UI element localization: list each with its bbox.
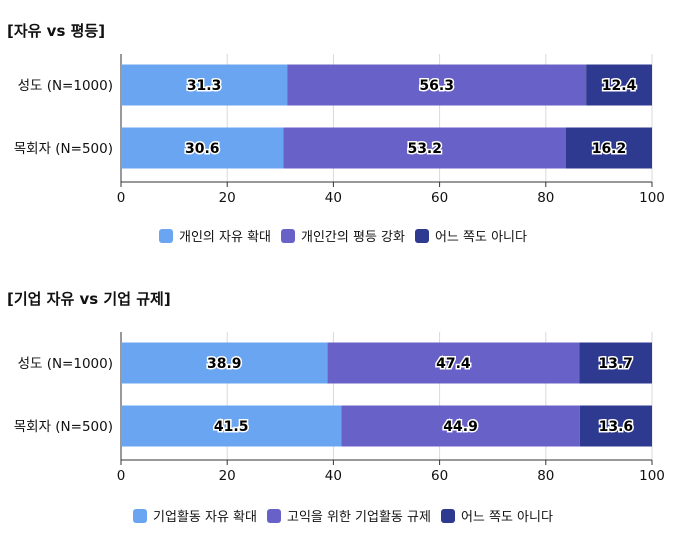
- legend-item: 어느 쪽도 아니다: [414, 226, 527, 245]
- legend-swatch: [414, 228, 429, 243]
- chart-panel-business-regulation: [기업 자유 vs 기업 규제] 0 20 40 60 80 100 성도 (N=1000)…: [0, 270, 686, 542]
- data-label: 16.2: [592, 141, 627, 157]
- x-tick-label: 0: [117, 468, 126, 484]
- bar-segment: [579, 342, 652, 384]
- x-tick-label: 60: [431, 190, 448, 206]
- data-label: 31.3: [187, 78, 222, 94]
- bar-segment: [121, 64, 288, 106]
- data-label: 44.9: [443, 419, 478, 435]
- bar-segment: [283, 127, 566, 169]
- x-tick-label: 100: [639, 468, 665, 484]
- bar-segment: [287, 64, 587, 106]
- bar-chart-freedom-equality: 0 20 40 60 80 100 성도 (N=1000) 31.3 56.3 12.4 목회자 (…: [14, 54, 665, 206]
- legend-label: 어느 쪽도 아니다: [434, 230, 527, 245]
- legend-label: 어느 쪽도 아니다: [460, 510, 553, 525]
- category-label: 목회자 (N=500): [14, 141, 113, 157]
- chart-legend: 개인의 자유 확대 개인간의 평등 강화 어느 쪽도 아니다: [0, 226, 686, 245]
- x-tick-label: 80: [537, 468, 554, 484]
- data-label: 38.9: [207, 356, 242, 372]
- data-label: 30.6: [185, 141, 220, 157]
- category-label: 성도 (N=1000): [18, 78, 113, 94]
- bar-segment: [565, 127, 652, 169]
- data-label: 53.2: [407, 141, 442, 157]
- legend-label: 기업활동 자유 확대: [153, 510, 257, 525]
- legend-item: 개인의 자유 확대: [159, 226, 271, 245]
- legend-swatch: [281, 228, 296, 243]
- chart-panel-freedom-equality: [자유 vs 평등] 0 20 40 60 80 100 성도 (N=1000) 31.3 56…: [0, 0, 686, 270]
- bar-segment: [579, 405, 652, 447]
- bar-segment: [341, 405, 580, 447]
- data-label: 13.6: [599, 419, 634, 435]
- x-tick-label: 40: [325, 468, 342, 484]
- data-label: 13.7: [598, 356, 633, 372]
- data-label: 12.4: [602, 78, 637, 94]
- x-tick-label: 40: [325, 190, 342, 206]
- chart-legend: 기업활동 자유 확대 고익을 위한 기업활동 규제 어느 쪽도 아니다: [0, 506, 686, 525]
- bar-chart-business-regulation: 0 20 40 60 80 100 성도 (N=1000) 38.9 47.4 13.7 목회자 (…: [14, 332, 665, 484]
- legend-swatch: [159, 228, 174, 243]
- x-tick-label: 80: [537, 190, 554, 206]
- chart-title: [기업 자유 vs 기업 규제]: [7, 290, 171, 308]
- bar-segment: [121, 342, 328, 384]
- bar-segment: [121, 127, 284, 169]
- legend-item: 어느 쪽도 아니다: [440, 506, 553, 525]
- x-tick-label: 20: [219, 468, 236, 484]
- legend-item: 기업활동 자유 확대: [133, 506, 257, 525]
- category-label: 목회자 (N=500): [14, 419, 113, 435]
- category-label: 성도 (N=1000): [18, 356, 113, 372]
- legend-label: 고익을 위한 기업활동 규제: [286, 510, 431, 525]
- x-tick-label: 60: [431, 468, 448, 484]
- x-tick-label: 0: [117, 190, 126, 206]
- legend-label: 개인의 자유 확대: [179, 230, 272, 245]
- data-label: 56.3: [419, 78, 454, 94]
- legend-item: 개인간의 평등 강화: [281, 226, 405, 245]
- bar-segment: [121, 405, 342, 447]
- legend-label: 개인간의 평등 강화: [301, 230, 405, 245]
- bar-segment: [327, 342, 580, 384]
- x-tick-label: 100: [639, 190, 665, 206]
- x-tick-label: 20: [219, 190, 236, 206]
- legend-swatch: [133, 508, 148, 523]
- legend-swatch: [266, 508, 281, 523]
- data-label: 47.4: [436, 356, 471, 372]
- legend-swatch: [440, 508, 455, 523]
- data-label: 41.5: [214, 419, 249, 435]
- chart-title: [자유 vs 평등]: [7, 22, 106, 40]
- legend-item: 고익을 위한 기업활동 규제: [266, 506, 431, 525]
- bar-segment: [586, 64, 652, 106]
